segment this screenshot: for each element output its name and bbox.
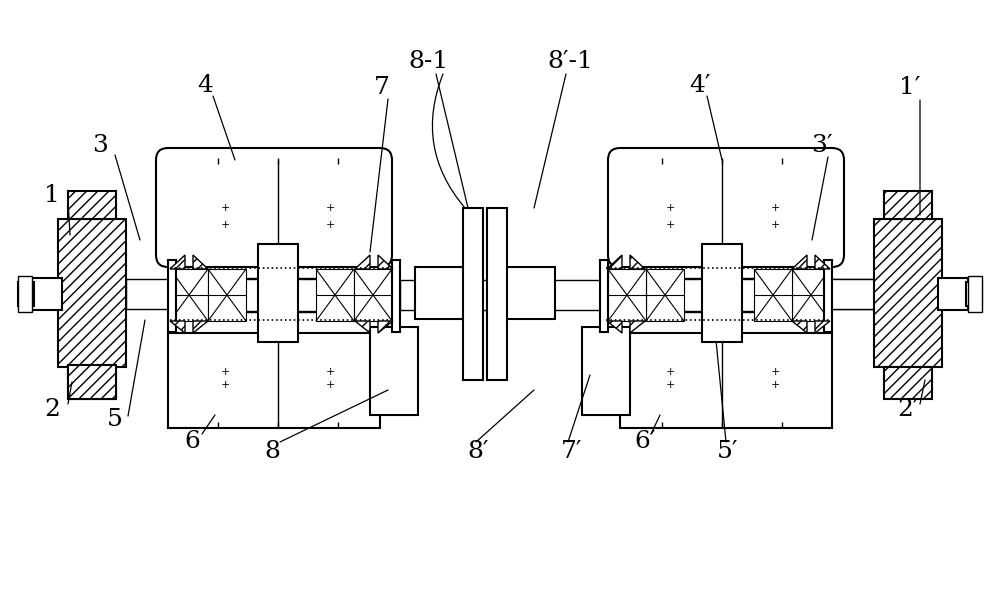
Polygon shape xyxy=(378,255,393,269)
Bar xyxy=(792,269,830,321)
Text: 6′: 6′ xyxy=(634,431,656,454)
Bar xyxy=(829,279,874,309)
Bar xyxy=(582,327,630,415)
Text: +: + xyxy=(325,203,335,213)
Text: 1: 1 xyxy=(44,183,60,206)
Bar xyxy=(607,279,829,311)
Text: +: + xyxy=(665,203,675,213)
Text: 7′: 7′ xyxy=(561,441,583,464)
Bar xyxy=(170,278,394,312)
Text: 7: 7 xyxy=(374,77,390,100)
Bar xyxy=(966,282,982,306)
Polygon shape xyxy=(607,321,622,333)
Text: 8: 8 xyxy=(264,441,280,464)
Bar xyxy=(68,367,116,399)
Text: 3: 3 xyxy=(92,133,108,156)
Text: +: + xyxy=(770,380,780,390)
Bar xyxy=(18,276,32,312)
Bar xyxy=(646,269,684,321)
Polygon shape xyxy=(193,321,208,333)
Bar xyxy=(754,269,792,321)
Text: +: + xyxy=(220,220,230,230)
Bar xyxy=(884,367,932,399)
Polygon shape xyxy=(170,255,185,269)
Bar xyxy=(400,280,600,310)
Text: 8′-1: 8′-1 xyxy=(547,51,593,74)
Bar xyxy=(68,191,116,219)
Text: +: + xyxy=(665,220,675,230)
Bar xyxy=(884,191,932,219)
Text: 6: 6 xyxy=(184,431,200,454)
Bar xyxy=(492,267,555,319)
Bar xyxy=(702,244,742,342)
Text: 8′: 8′ xyxy=(467,441,489,464)
Bar xyxy=(829,279,874,309)
Polygon shape xyxy=(792,321,807,333)
Bar xyxy=(620,333,832,428)
Text: +: + xyxy=(770,203,780,213)
Polygon shape xyxy=(355,255,370,269)
Bar xyxy=(258,244,298,342)
Polygon shape xyxy=(815,255,830,269)
Text: +: + xyxy=(220,380,230,390)
Bar xyxy=(370,327,418,415)
Bar xyxy=(316,269,354,321)
Bar xyxy=(354,269,392,321)
Text: 3′: 3′ xyxy=(811,133,833,156)
Bar xyxy=(68,365,116,399)
Bar xyxy=(168,333,380,428)
Bar xyxy=(58,219,126,367)
Bar xyxy=(824,260,832,332)
Bar xyxy=(606,278,830,312)
Polygon shape xyxy=(630,255,645,269)
Text: +: + xyxy=(220,203,230,213)
Text: +: + xyxy=(665,367,675,377)
Bar xyxy=(608,269,646,321)
Text: 8-1: 8-1 xyxy=(408,51,448,74)
Bar xyxy=(415,267,478,319)
Text: 4: 4 xyxy=(197,74,213,97)
Text: 1′: 1′ xyxy=(899,77,921,100)
Polygon shape xyxy=(815,321,830,333)
Polygon shape xyxy=(193,255,208,269)
Bar xyxy=(18,282,34,306)
Bar xyxy=(600,260,608,332)
Polygon shape xyxy=(607,255,622,269)
Text: +: + xyxy=(325,367,335,377)
Bar xyxy=(874,219,942,367)
Text: 2: 2 xyxy=(44,398,60,421)
Bar xyxy=(208,269,246,321)
Bar xyxy=(392,260,400,332)
Bar xyxy=(487,208,507,380)
Bar xyxy=(171,279,393,311)
Polygon shape xyxy=(792,255,807,269)
Text: 4′: 4′ xyxy=(689,74,711,97)
Text: +: + xyxy=(770,220,780,230)
FancyBboxPatch shape xyxy=(156,148,392,267)
Bar xyxy=(968,276,982,312)
Bar xyxy=(126,279,171,309)
Bar xyxy=(168,260,176,332)
Polygon shape xyxy=(630,321,645,333)
Text: +: + xyxy=(325,380,335,390)
Bar xyxy=(32,278,62,310)
Text: +: + xyxy=(770,367,780,377)
Text: 5: 5 xyxy=(107,408,123,431)
Polygon shape xyxy=(170,321,185,333)
Text: +: + xyxy=(325,220,335,230)
Bar xyxy=(170,269,208,321)
Text: 2′: 2′ xyxy=(897,398,919,421)
FancyBboxPatch shape xyxy=(608,148,844,267)
Text: +: + xyxy=(220,367,230,377)
Text: 5′: 5′ xyxy=(717,441,739,464)
Text: +: + xyxy=(665,380,675,390)
Polygon shape xyxy=(378,321,393,333)
Bar xyxy=(938,278,968,310)
Polygon shape xyxy=(355,321,370,333)
Bar xyxy=(463,208,483,380)
